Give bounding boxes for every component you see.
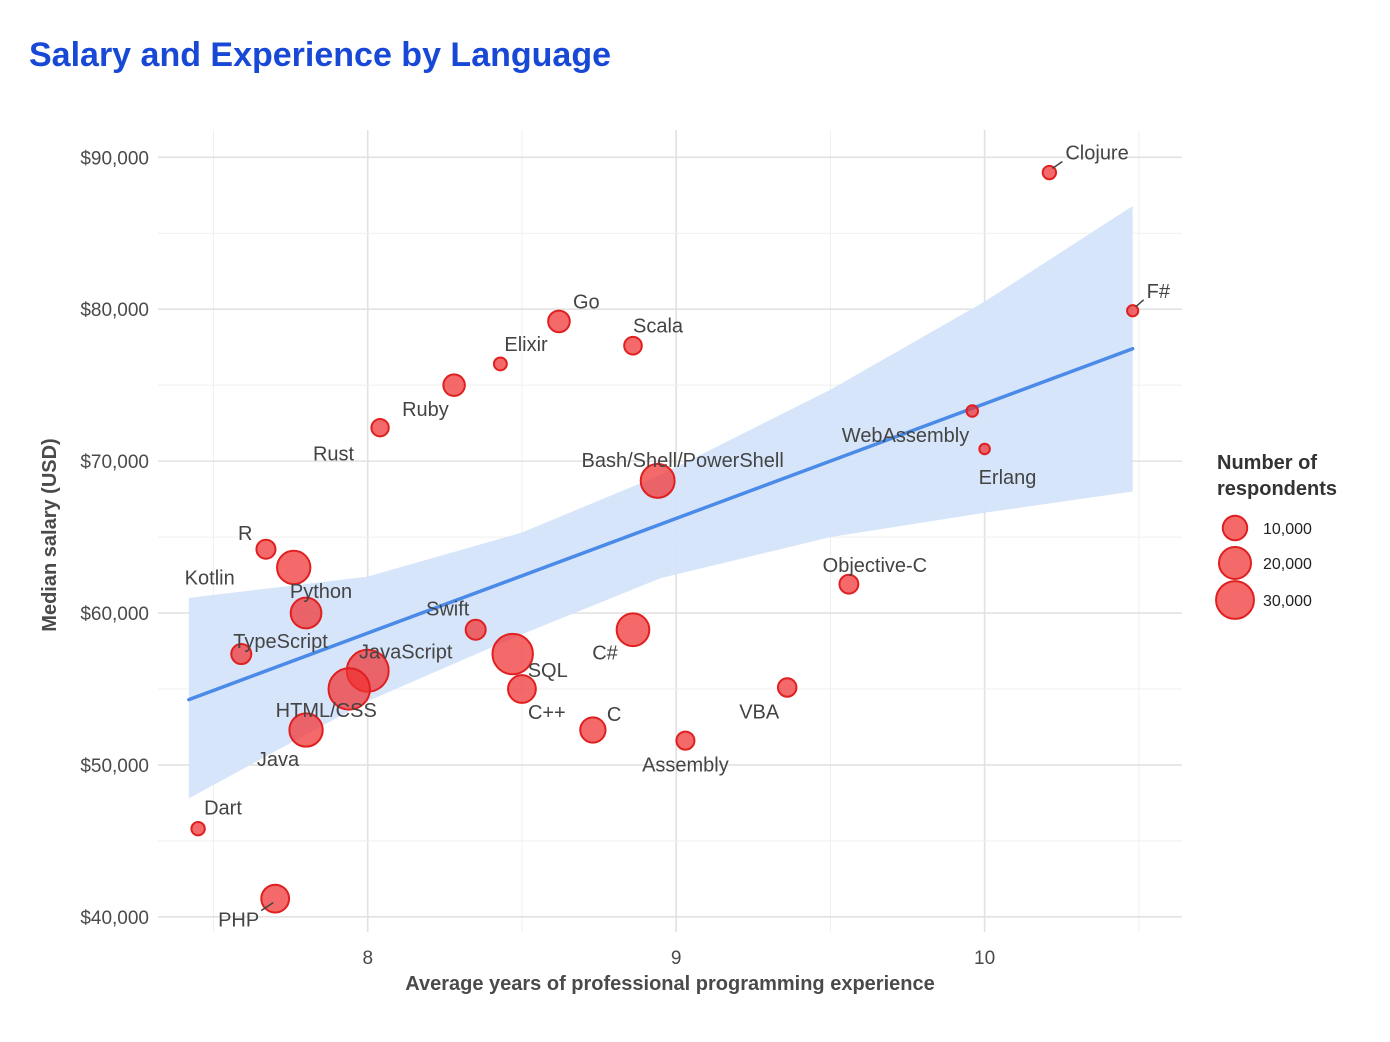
label-leader-f	[1135, 299, 1145, 308]
x-tick-label: 10	[974, 948, 995, 969]
legend-marker-1	[1221, 514, 1249, 542]
legend-label-3: 30,000	[1263, 593, 1312, 610]
point-label-erlang: Erlang	[979, 467, 1037, 489]
data-point-r	[255, 538, 277, 560]
trend-line	[187, 346, 1135, 702]
point-label-c: C	[607, 704, 621, 726]
point-label-javascript: JavaScript	[359, 642, 453, 664]
point-label-php: PHP	[218, 910, 259, 932]
point-label-dart: Dart	[204, 798, 242, 820]
data-point-c	[507, 674, 537, 704]
data-point-swift	[464, 618, 487, 641]
data-point-ruby	[442, 373, 466, 397]
data-point-scala	[623, 335, 643, 356]
legend-title-line2: respondents	[1217, 478, 1337, 500]
axis-ticks-layer: 8 9 10 $40,000 $50,000 $60,000 $70,000 $80,000 $…	[80, 148, 995, 969]
y-axis-label: Median salary (USD)	[39, 438, 61, 631]
point-label-elixir: Elixir	[504, 334, 548, 356]
data-point-clojure	[1041, 164, 1058, 181]
point-label-webassembly: WebAssembly	[842, 425, 969, 447]
size-legend: Number of respondents 10,000 20,000 30,000	[1215, 452, 1337, 620]
data-point-bash-shell-powershell	[639, 462, 676, 499]
point-label-rust: Rust	[313, 444, 355, 466]
label-leader-php	[260, 901, 274, 912]
data-point-java	[288, 712, 324, 748]
confidence-band-layer	[188, 205, 1133, 799]
point-label-ruby: Ruby	[402, 399, 449, 421]
data-point-vba	[776, 677, 798, 698]
point-label-go: Go	[573, 291, 600, 313]
legend-marker-2	[1217, 545, 1253, 581]
point-label-java: Java	[257, 749, 300, 771]
point-label-assembly: Assembly	[642, 755, 729, 777]
label-leader-clojure	[1051, 160, 1063, 170]
data-point-python	[289, 596, 323, 630]
y-tick-label: $80,000	[80, 300, 149, 321]
y-tick-label: $70,000	[80, 452, 149, 473]
data-point-objective-c	[838, 573, 860, 595]
trend-line-layer	[187, 346, 1135, 702]
point-label-html-css: HTML/CSS	[276, 700, 377, 722]
data-point-dart	[190, 821, 206, 837]
chart-title: Salary and Experience by Language	[29, 36, 612, 74]
data-point-typescript	[230, 643, 253, 666]
point-label-typescript: TypeScript	[233, 631, 328, 653]
x-axis-label: Average years of professional programmin…	[405, 973, 934, 995]
data-points-layer	[190, 164, 1140, 914]
data-point-erlang	[978, 442, 991, 456]
point-labels-layer: Clojure F# Go Scala Elixir Ruby Rust WebAssembl…	[185, 143, 1171, 932]
point-label-scala: Scala	[633, 316, 684, 338]
y-tick-label: $40,000	[80, 908, 149, 929]
x-tick-label: 9	[671, 948, 682, 969]
point-label-objective-c: Objective-C	[823, 555, 927, 577]
data-point-go	[547, 309, 571, 334]
data-point-webassembly	[965, 404, 980, 418]
legend-marker-3	[1215, 580, 1255, 620]
data-point-sql	[491, 632, 534, 676]
data-point-f	[1126, 304, 1140, 318]
legend-label-1: 10,000	[1263, 521, 1312, 538]
data-point-rust	[370, 418, 390, 438]
point-label-c: C#	[592, 643, 618, 665]
data-point-kotlin	[276, 549, 312, 586]
x-tick-label: 8	[362, 948, 373, 969]
data-point-c	[579, 716, 607, 744]
data-point-assembly	[675, 730, 696, 751]
point-label-f: F#	[1147, 281, 1171, 303]
legend-title-line1: Number of	[1217, 452, 1317, 474]
point-label-swift: Swift	[426, 599, 470, 621]
point-label-clojure: Clojure	[1065, 143, 1128, 165]
data-point-c	[615, 612, 651, 648]
confidence-band	[188, 205, 1133, 799]
point-label-vba: VBA	[739, 701, 780, 723]
point-label-python: Python	[290, 581, 352, 603]
point-label-kotlin: Kotlin	[185, 567, 235, 589]
point-label-c: C++	[528, 702, 566, 724]
point-label-bash-shell-powershell: Bash/Shell/PowerShell	[581, 450, 783, 472]
data-point-elixir	[492, 356, 508, 372]
data-point-html-css	[327, 667, 371, 711]
point-label-r: R	[238, 523, 252, 545]
point-label-sql: SQL	[528, 660, 568, 682]
y-tick-label: $90,000	[80, 148, 149, 169]
legend-label-2: 20,000	[1263, 556, 1312, 573]
y-tick-label: $50,000	[80, 756, 149, 777]
y-tick-label: $60,000	[80, 604, 149, 625]
